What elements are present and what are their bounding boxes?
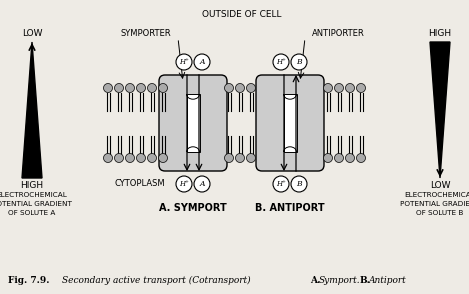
Text: B: B	[296, 180, 302, 188]
Circle shape	[235, 153, 244, 163]
Circle shape	[334, 153, 343, 163]
Circle shape	[104, 153, 113, 163]
Text: H⁺: H⁺	[276, 58, 286, 66]
Circle shape	[247, 83, 256, 93]
Text: A. SYMPORT: A. SYMPORT	[159, 203, 227, 213]
Text: A: A	[199, 58, 205, 66]
Circle shape	[147, 153, 157, 163]
Circle shape	[356, 83, 365, 93]
Circle shape	[194, 54, 210, 70]
Text: LOW: LOW	[22, 29, 42, 38]
Circle shape	[126, 83, 135, 93]
Text: B. ANTIPORT: B. ANTIPORT	[255, 203, 325, 213]
Circle shape	[194, 176, 210, 192]
Text: POTENTIAL GRADIENT: POTENTIAL GRADIENT	[0, 201, 72, 207]
Circle shape	[225, 83, 234, 93]
FancyBboxPatch shape	[256, 75, 324, 171]
Text: CYTOPLASM: CYTOPLASM	[114, 178, 165, 188]
Circle shape	[159, 153, 167, 163]
Text: SYMPORTER: SYMPORTER	[121, 29, 171, 39]
Circle shape	[114, 153, 123, 163]
Text: ANTIPORTER: ANTIPORTER	[312, 29, 365, 39]
Circle shape	[176, 54, 192, 70]
Text: B.: B.	[360, 276, 371, 285]
Circle shape	[235, 83, 244, 93]
Circle shape	[136, 153, 145, 163]
Circle shape	[126, 153, 135, 163]
Circle shape	[273, 54, 289, 70]
Text: HIGH: HIGH	[429, 29, 452, 38]
Circle shape	[147, 83, 157, 93]
Text: LOW: LOW	[430, 181, 450, 190]
Text: HIGH: HIGH	[21, 181, 44, 190]
Text: POTENTIAL GRADIENT: POTENTIAL GRADIENT	[400, 201, 469, 207]
Text: ELECTROCHEMICAL: ELECTROCHEMICAL	[405, 192, 469, 198]
Circle shape	[346, 153, 355, 163]
Circle shape	[104, 83, 113, 93]
Text: A.: A.	[310, 276, 320, 285]
Circle shape	[356, 153, 365, 163]
Text: ELECTROCHEMICAL: ELECTROCHEMICAL	[0, 192, 68, 198]
Circle shape	[291, 54, 307, 70]
Circle shape	[324, 83, 333, 93]
Circle shape	[176, 176, 192, 192]
Text: Secondary active transport (Cotransport): Secondary active transport (Cotransport)	[62, 276, 250, 285]
Circle shape	[247, 153, 256, 163]
Circle shape	[225, 153, 234, 163]
Circle shape	[346, 83, 355, 93]
Text: B: B	[296, 58, 302, 66]
Text: Symport.: Symport.	[319, 276, 361, 285]
Circle shape	[291, 176, 307, 192]
FancyBboxPatch shape	[159, 75, 227, 171]
Text: OUTSIDE OF CELL: OUTSIDE OF CELL	[202, 10, 281, 19]
Circle shape	[136, 83, 145, 93]
Circle shape	[114, 83, 123, 93]
Text: H⁺: H⁺	[179, 58, 189, 66]
Circle shape	[334, 83, 343, 93]
Text: OF SOLUTE A: OF SOLUTE A	[8, 210, 56, 216]
Circle shape	[324, 153, 333, 163]
Circle shape	[273, 176, 289, 192]
Bar	[283, 94, 296, 152]
Circle shape	[159, 83, 167, 93]
Text: Antiport: Antiport	[369, 276, 407, 285]
Polygon shape	[22, 42, 42, 178]
Text: Fig. 7.9.: Fig. 7.9.	[8, 276, 50, 285]
Text: H⁺: H⁺	[179, 180, 189, 188]
Text: H⁺: H⁺	[276, 180, 286, 188]
Bar	[187, 94, 199, 152]
Text: OF SOLUTE B: OF SOLUTE B	[416, 210, 464, 216]
Polygon shape	[430, 42, 450, 178]
Text: A: A	[199, 180, 205, 188]
